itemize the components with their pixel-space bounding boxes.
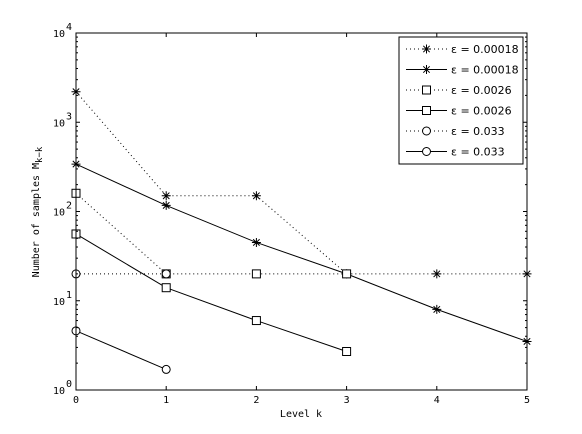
y-tick-exponent-0: 0 <box>66 379 72 390</box>
y-tick-label-1: 10 <box>53 297 65 308</box>
series-5-line <box>75 330 167 370</box>
y-tick-exponent-1: 1 <box>66 290 72 301</box>
svg-text:Number of samples Mk−k: Number of samples Mk−k <box>31 146 45 277</box>
x-tick-label-0: 0 <box>73 395 79 406</box>
legend-marker-2 <box>422 85 431 95</box>
series-1-point-1 <box>161 200 171 210</box>
series-0-line <box>75 91 527 275</box>
legend-label-2: ε = 0.0026 <box>451 84 512 97</box>
legend-label-0: ε = 0.00018 <box>451 43 519 56</box>
legend-marker-4 <box>422 126 431 136</box>
series-1-point-4 <box>432 304 442 314</box>
y-tick-label-0: 10 <box>53 386 65 397</box>
series-2-point-3 <box>342 269 352 279</box>
series-2-point-2 <box>251 269 261 279</box>
series-5-point-1 <box>161 364 171 374</box>
legend-label-4: ε = 0.033 <box>451 125 505 138</box>
series-3-line <box>75 233 347 352</box>
series-2-line <box>75 192 347 275</box>
x-tick-label-5: 5 <box>524 395 530 406</box>
y-axis-title-main: Number of samples M <box>31 163 42 277</box>
series-1-point-2 <box>251 237 261 247</box>
legend-marker-1 <box>422 65 431 74</box>
series-3-point-3 <box>342 347 352 357</box>
legend-box <box>398 36 524 165</box>
y-axis-title-sub: k−k <box>35 146 45 163</box>
y-tick-label-3: 10 <box>53 118 65 129</box>
x-axis-title: Level k <box>280 409 322 420</box>
legend-marker-0 <box>422 44 431 54</box>
legend-marker-3 <box>422 106 431 115</box>
y-tick-exponent-2: 2 <box>66 201 72 212</box>
series-0-point-1 <box>161 191 171 201</box>
x-tick-label-1: 1 <box>163 395 169 406</box>
legend-marker-5 <box>422 147 431 156</box>
x-tick-label-3: 3 <box>344 395 350 406</box>
series-0-point-4 <box>432 269 442 279</box>
legend-label-3: ε = 0.0026 <box>451 105 512 118</box>
y-tick-exponent-3: 3 <box>66 111 72 122</box>
x-tick-label-4: 4 <box>434 395 440 406</box>
y-tick-label-2: 10 <box>53 208 65 219</box>
x-tick-label-2: 2 <box>253 395 259 406</box>
series-3-point-2 <box>251 316 261 326</box>
y-tick-exponent-4: 4 <box>66 22 72 33</box>
series-4-point-1 <box>161 269 171 279</box>
legend-label-1: ε = 0.00018 <box>451 64 519 77</box>
y-tick-label-4: 10 <box>53 29 65 40</box>
legend: ε = 0.00018 ε = 0.00018 ε = 0.0026 ε = 0.00… <box>398 36 524 165</box>
series-0-point-2 <box>251 191 261 201</box>
y-axis-title: Number of samples Mk−k <box>31 146 45 277</box>
series-3-point-1 <box>161 283 171 293</box>
series-1-line <box>75 163 528 342</box>
legend-label-5: ε = 0.033 <box>451 146 505 159</box>
